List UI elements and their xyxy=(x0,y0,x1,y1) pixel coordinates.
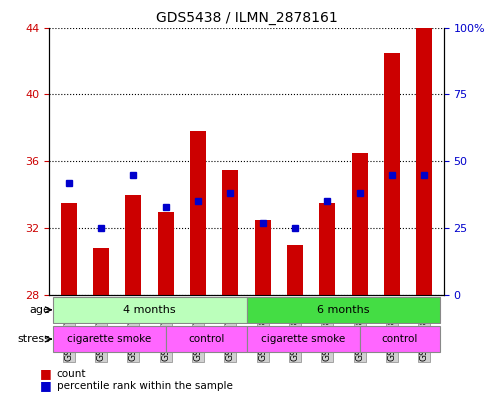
Text: cigarette smoke: cigarette smoke xyxy=(261,334,345,344)
Text: age: age xyxy=(29,305,50,315)
Text: ■: ■ xyxy=(39,367,51,380)
Bar xyxy=(158,211,174,295)
Text: percentile rank within the sample: percentile rank within the sample xyxy=(57,381,233,391)
FancyBboxPatch shape xyxy=(246,297,440,323)
Bar xyxy=(61,203,77,295)
Bar xyxy=(416,28,432,295)
Text: 4 months: 4 months xyxy=(123,305,176,315)
Text: control: control xyxy=(188,334,224,344)
Text: cigarette smoke: cigarette smoke xyxy=(67,334,151,344)
Bar xyxy=(319,203,335,295)
Bar xyxy=(384,53,400,295)
FancyBboxPatch shape xyxy=(246,326,360,352)
Bar xyxy=(125,195,141,295)
FancyBboxPatch shape xyxy=(53,326,166,352)
Text: control: control xyxy=(382,334,418,344)
Text: 6 months: 6 months xyxy=(317,305,370,315)
Title: GDS5438 / ILMN_2878161: GDS5438 / ILMN_2878161 xyxy=(156,11,337,25)
Text: ■: ■ xyxy=(39,379,51,392)
Bar xyxy=(287,245,303,295)
FancyBboxPatch shape xyxy=(360,326,440,352)
Text: stress: stress xyxy=(17,334,50,344)
FancyBboxPatch shape xyxy=(53,297,246,323)
Bar xyxy=(93,248,109,295)
Bar xyxy=(254,220,271,295)
Bar xyxy=(352,153,368,295)
Bar xyxy=(222,170,239,295)
FancyBboxPatch shape xyxy=(166,326,246,352)
Text: count: count xyxy=(57,369,86,379)
Bar xyxy=(190,131,206,295)
